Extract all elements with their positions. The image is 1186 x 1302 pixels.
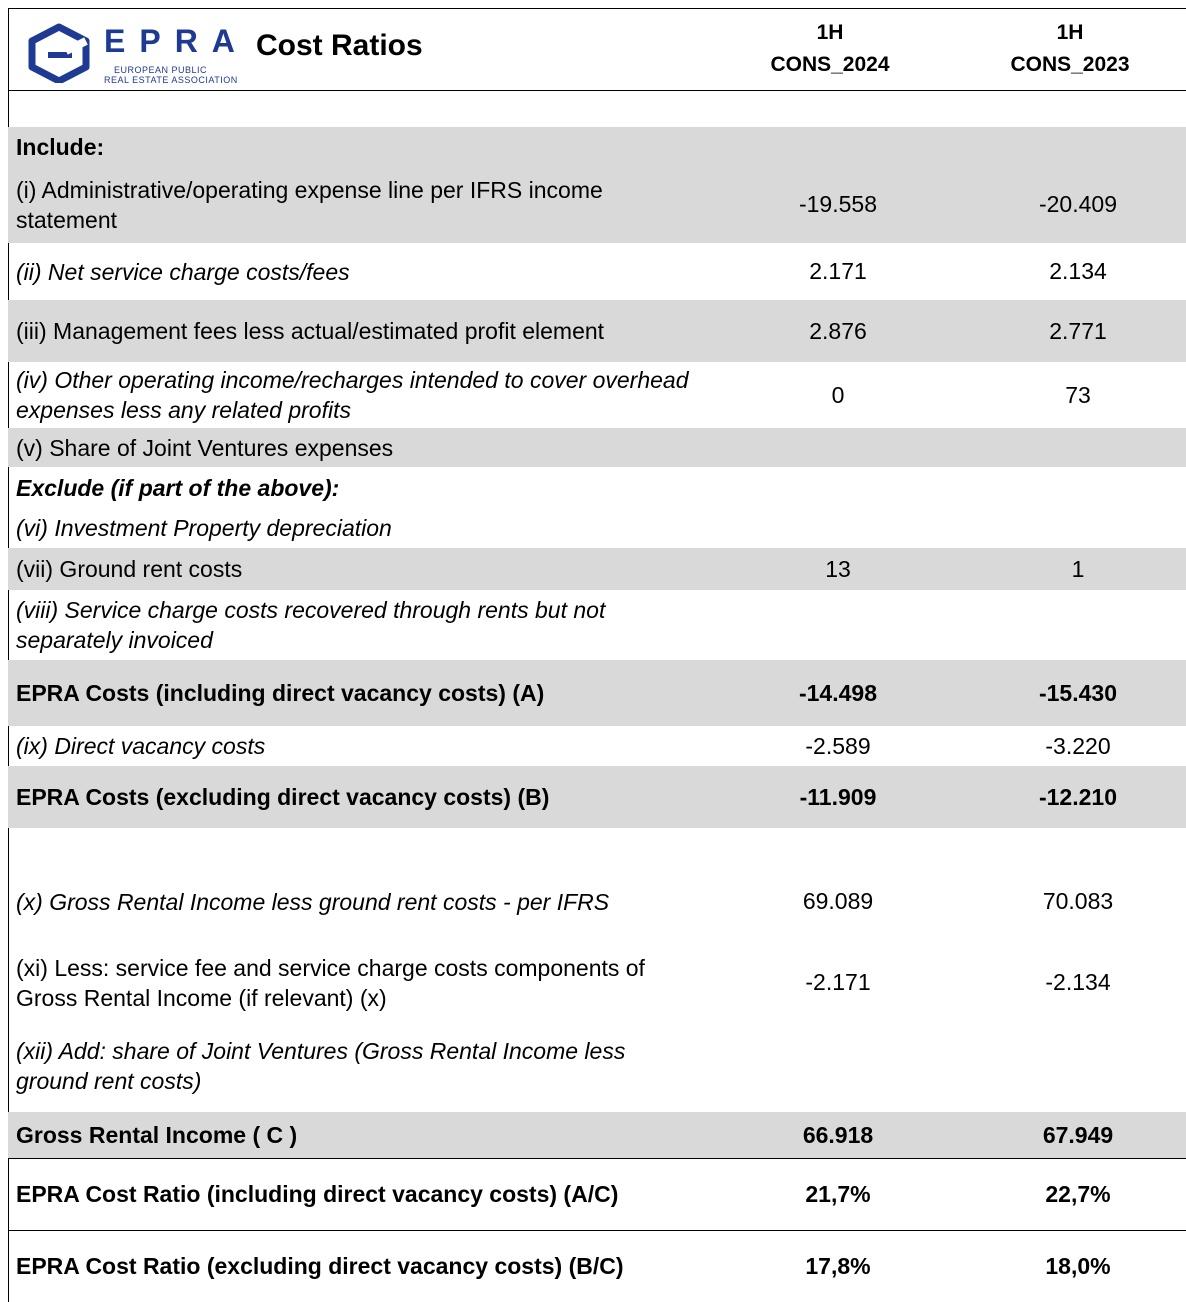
row-rule: [8, 1158, 1186, 1159]
table-row: (xi) Less: service fee and service charg…: [8, 945, 1186, 1020]
table-row: Exclude (if part of the above):: [8, 467, 1186, 508]
table-row: (v) Share of Joint Ventures expenses: [8, 428, 1186, 467]
table-row: EPRA Cost Ratio (including direct vacanc…: [8, 1158, 1186, 1230]
column-header-line: CONS_2023: [1010, 53, 1130, 76]
row-label: (v) Share of Joint Ventures expenses: [16, 434, 394, 461]
row-label: EPRA Cost Ratio (excluding direct vacanc…: [16, 1253, 624, 1279]
cell-value: -2.589: [805, 732, 871, 759]
row-label: (vii) Ground rent costs: [16, 556, 243, 582]
cell-value: 69.089: [802, 888, 874, 914]
cell-value: -15.430: [1038, 679, 1117, 706]
cell-value: 2.134: [1049, 258, 1107, 284]
table-row: (viii) Service charge costs recovered th…: [8, 590, 1186, 660]
row-label: (ii) Net service charge costs/fees: [16, 258, 350, 285]
row-label: Include:: [16, 133, 105, 160]
cell-value: 21,7%: [805, 1180, 871, 1207]
table-row: (vii) Ground rent costs 13 1: [8, 548, 1186, 590]
table-row: (x) Gross Rental Income less ground rent…: [8, 858, 1186, 945]
cell-value: 13: [825, 555, 851, 582]
table-row: EPRA Cost Ratio (excluding direct vacanc…: [8, 1230, 1186, 1302]
column-header-line: 1H: [1056, 21, 1084, 44]
table-row: EPRA Costs (including direct vacancy cos…: [8, 660, 1186, 726]
row-label: EPRA Costs (excluding direct vacancy cos…: [16, 784, 550, 810]
logo-text: EPRA: [104, 23, 249, 59]
row-label: (ix) Direct vacancy costs: [16, 733, 266, 759]
row-label: (x) Gross Rental Income less ground rent…: [16, 888, 610, 915]
row-label: Exclude (if part of the above):: [16, 474, 340, 501]
cell-value: 1: [1071, 555, 1085, 582]
logo-subtitle: REAL ESTATE ASSOCIATION: [104, 75, 238, 85]
row-label: (iii) Management fees less actual/estima…: [16, 318, 605, 344]
table-row: (iv) Other operating income/recharges in…: [8, 362, 1186, 428]
cell-value: -2.134: [1045, 969, 1111, 995]
cell-value: -14.498: [798, 679, 877, 706]
cell-value: -2.171: [805, 969, 871, 995]
cell-value: 18,0%: [1045, 1252, 1111, 1279]
cell-value: -12.210: [1038, 783, 1117, 810]
table-row: (i) Administrative/operating expense lin…: [8, 166, 1186, 243]
row-label: (viii) Service charge costs recovered th…: [16, 597, 606, 653]
row-label: EPRA Cost Ratio (including direct vacanc…: [16, 1181, 619, 1207]
cell-value: 2.171: [809, 258, 867, 284]
cell-value: 22,7%: [1045, 1180, 1111, 1207]
header: EPRA EUROPEAN PUBLIC REAL ESTATE ASSOCIA…: [8, 8, 1186, 91]
table-row: (xii) Add: share of Joint Ventures (Gros…: [8, 1020, 1186, 1112]
cell-value: 17,8%: [805, 1252, 871, 1279]
cell-value: -3.220: [1045, 732, 1111, 759]
row-label: Gross Rental Income ( C ): [16, 1122, 298, 1148]
cell-value: 2.876: [809, 317, 867, 344]
cell-value: 2.771: [1049, 317, 1107, 344]
header-rule: [8, 90, 1186, 91]
row-label: (vi) Investment Property depreciation: [16, 515, 392, 541]
cell-value: 66.918: [802, 1121, 874, 1148]
table-row: (iii) Management fees less actual/estima…: [8, 300, 1186, 362]
row-label: (xi) Less: service fee and service charg…: [16, 954, 645, 1011]
column-header: 1H CONS_2024: [710, 17, 950, 81]
left-border: [8, 8, 9, 1302]
cell-value: -20.409: [1038, 191, 1117, 217]
column-header-line: 1H: [816, 21, 844, 44]
logo-icon: [28, 23, 90, 83]
column-header: 1H CONS_2023: [950, 17, 1186, 81]
row-label: EPRA Costs (including direct vacancy cos…: [16, 680, 545, 706]
row-label: (i) Administrative/operating expense lin…: [16, 176, 603, 233]
row-rule: [8, 1230, 1186, 1231]
title: Cost Ratios: [256, 29, 423, 62]
cell-value: -11.909: [799, 783, 877, 810]
cell-value: -19.558: [798, 191, 877, 217]
table-row: Gross Rental Income ( C ) 66.918 67.949: [8, 1112, 1186, 1158]
table-row: (ii) Net service charge costs/fees 2.171 2…: [8, 243, 1186, 300]
logo-subtitle: EUROPEAN PUBLIC: [114, 65, 208, 75]
table-row: (ix) Direct vacancy costs -2.589 -3.220: [8, 726, 1186, 766]
row-label: (xii) Add: share of Joint Ventures (Gros…: [16, 1038, 626, 1094]
table-row: EPRA Costs (excluding direct vacancy cos…: [8, 766, 1186, 828]
table-row: Include:: [8, 127, 1186, 166]
cell-value: 70.083: [1042, 888, 1114, 914]
cell-value: 0: [831, 381, 845, 408]
cell-value: 67.949: [1042, 1121, 1114, 1148]
row-label: (iv) Other operating income/recharges in…: [16, 367, 689, 423]
cell-value: 73: [1065, 381, 1091, 408]
table-row: (vi) Investment Property depreciation: [8, 508, 1186, 548]
column-header-line: CONS_2024: [770, 53, 890, 76]
